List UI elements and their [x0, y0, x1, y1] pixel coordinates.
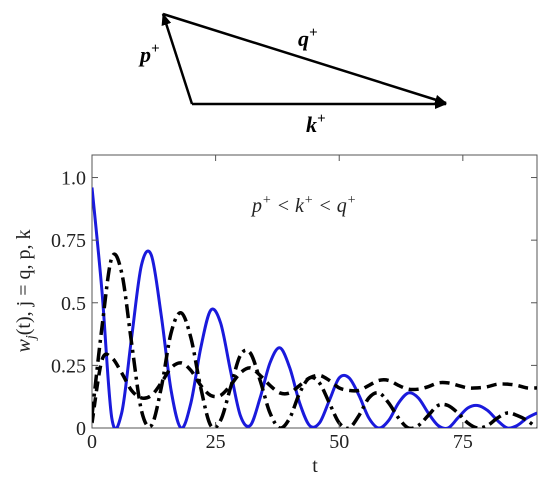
annotation-sup: +	[347, 193, 356, 208]
annotation: p+ < k+ < q+	[250, 193, 356, 217]
y-tick-label: 0.25	[51, 355, 86, 377]
annotation-part: <	[271, 195, 295, 217]
y-tick-label: 0	[76, 418, 86, 440]
x-axis-label: t	[312, 455, 318, 477]
triangle-diagram: p+ q+ k+	[138, 12, 447, 137]
series-line	[92, 352, 537, 424]
p-label-base: p	[138, 42, 151, 67]
y-tick-label: 0.5	[61, 293, 86, 315]
k-label-base: k	[306, 112, 317, 137]
q-label: q+	[298, 25, 318, 51]
y-label-sub: j	[24, 335, 39, 341]
x-tick-label: 50	[329, 431, 349, 453]
y-axis-label: wj(t), j = q, p, k	[13, 230, 39, 353]
q-label-sup: +	[309, 25, 318, 41]
series-line	[92, 252, 537, 428]
p-label-sup: +	[151, 41, 160, 57]
x-tick-label: 75	[453, 431, 473, 453]
plot-area	[92, 187, 537, 428]
annotation-part: q	[337, 195, 347, 217]
q-arrow	[162, 12, 447, 105]
series-line	[92, 187, 537, 428]
y-label-rest: (t), j = q, p, k	[13, 230, 35, 336]
annotation-sup: +	[304, 193, 313, 208]
y-tick-label: 0.75	[51, 230, 86, 252]
x-tick-label: 0	[87, 431, 97, 453]
x-tick-label: 25	[206, 431, 226, 453]
annotation-part: p	[250, 195, 262, 217]
annotation-sup: +	[262, 193, 271, 208]
p-arrow	[161, 13, 194, 105]
annotation-part: k	[295, 195, 305, 217]
y-label-w: w	[13, 338, 35, 352]
y-tick-label: 1.0	[61, 168, 86, 190]
annotation-part: <	[313, 195, 337, 217]
q-label-base: q	[298, 26, 309, 51]
p-label: p+	[138, 41, 160, 67]
k-label: k+	[306, 111, 326, 137]
k-label-sup: +	[317, 111, 326, 127]
